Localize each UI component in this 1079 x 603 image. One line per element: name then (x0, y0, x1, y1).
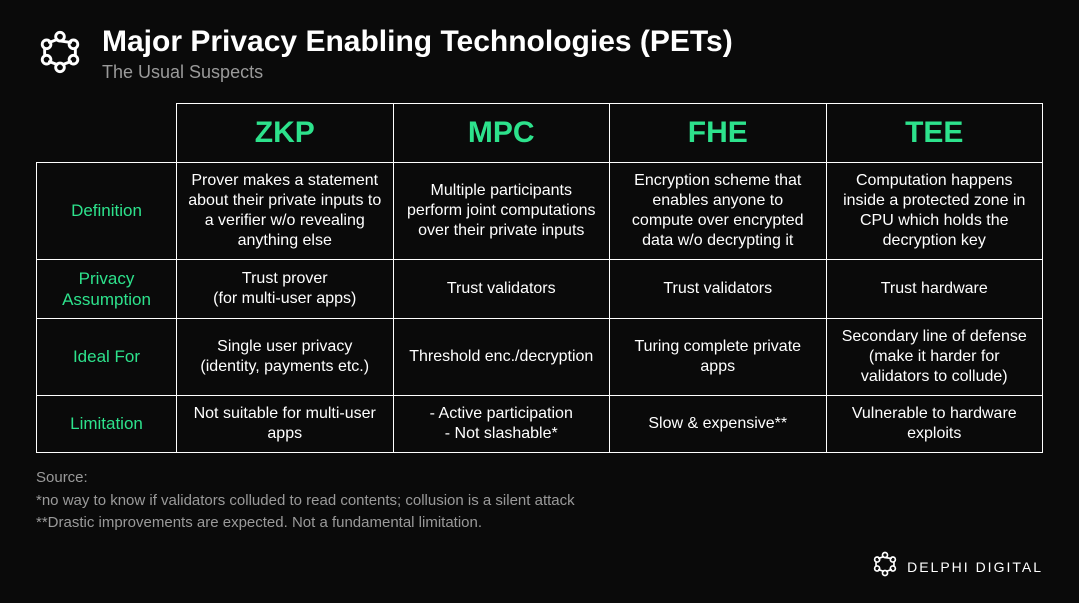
cell: Trust validators (393, 259, 610, 319)
row-label-definition: Definition (37, 162, 177, 259)
col-header-zkp: ZKP (177, 104, 394, 163)
cell: Multiple participants perform joint comp… (393, 162, 610, 259)
row-label-privacy: Privacy Assumption (37, 259, 177, 319)
delphi-logo-icon (871, 550, 899, 583)
row-label-ideal: Ideal For (37, 319, 177, 396)
col-header-fhe: FHE (610, 104, 827, 163)
cell: Not suitable for multi-user apps (177, 396, 394, 453)
col-header-mpc: MPC (393, 104, 610, 163)
cell: Vulnerable to hardware exploits (826, 396, 1043, 453)
source-block: Source: *no way to know if validators co… (36, 467, 1043, 535)
cell: Trust prover(for multi-user apps) (177, 259, 394, 319)
cell: Threshold enc./decryption (393, 319, 610, 396)
table-corner-cell (37, 104, 177, 163)
title-block: Major Privacy Enabling Technologies (PET… (102, 24, 1043, 83)
table-row: Privacy Assumption Trust prover(for mult… (37, 259, 1043, 319)
cell: Encryption scheme that enables anyone to… (610, 162, 827, 259)
col-header-tee: TEE (826, 104, 1043, 163)
page-title: Major Privacy Enabling Technologies (PET… (102, 24, 1043, 60)
cell: Trust hardware (826, 259, 1043, 319)
source-note-1: *no way to know if validators colluded t… (36, 490, 1043, 513)
cell: Slow & expensive** (610, 396, 827, 453)
table-row: Limitation Not suitable for multi-user a… (37, 396, 1043, 453)
page-subtitle: The Usual Suspects (102, 62, 1043, 83)
table-row: Ideal For Single user privacy (identity,… (37, 319, 1043, 396)
table-header-row: ZKP MPC FHE TEE (37, 104, 1043, 163)
row-label-limitation: Limitation (37, 396, 177, 453)
footer-brand: DELPHI DIGITAL (871, 550, 1043, 583)
delphi-logo-icon (36, 28, 84, 76)
footer-brand-text: DELPHI DIGITAL (907, 559, 1043, 575)
cell: Trust validators (610, 259, 827, 319)
pets-comparison-table: ZKP MPC FHE TEE Definition Prover makes … (36, 103, 1043, 453)
source-label: Source: (36, 467, 1043, 490)
table-row: Definition Prover makes a statement abou… (37, 162, 1043, 259)
header: Major Privacy Enabling Technologies (PET… (36, 24, 1043, 83)
cell: Computation happens inside a protected z… (826, 162, 1043, 259)
cell: Prover makes a statement about their pri… (177, 162, 394, 259)
cell: - Active participation- Not slashable* (393, 396, 610, 453)
source-note-2: **Drastic improvements are expected. Not… (36, 512, 1043, 535)
cell: Turing complete private apps (610, 319, 827, 396)
cell: Secondary line of defense (make it harde… (826, 319, 1043, 396)
cell: Single user privacy (identity, payments … (177, 319, 394, 396)
